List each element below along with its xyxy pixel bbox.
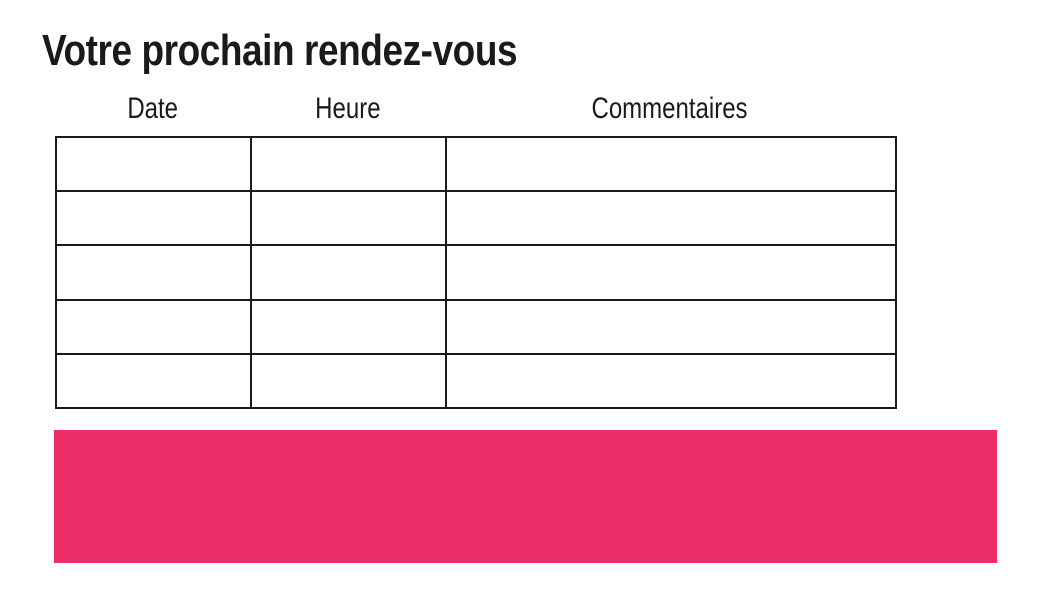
table-cell: [55, 190, 252, 247]
table-cell: [250, 190, 447, 247]
table-cell: [445, 298, 897, 355]
page-title: Votre prochain rendez-vous: [42, 29, 608, 73]
column-header-commentaires: Commentaires: [445, 93, 895, 125]
table-cell: [55, 135, 252, 193]
page-title-text: Votre prochain rendez-vous: [42, 26, 518, 75]
column-header-date-label: Date: [127, 92, 178, 125]
table-row: [55, 298, 897, 355]
table-row: [55, 244, 897, 301]
appointments-table-body: [55, 135, 897, 410]
table-cell: [55, 298, 252, 355]
table-cell: [55, 244, 252, 301]
footer-accent-bar: [54, 430, 997, 563]
table-row: [55, 352, 897, 410]
table-column-headers: Date Heure Commentaires: [55, 93, 895, 125]
column-header-heure: Heure: [250, 93, 445, 125]
table-cell: [55, 352, 252, 410]
table-cell: [250, 298, 447, 355]
column-header-heure-label: Heure: [314, 92, 381, 125]
table-cell: [250, 352, 447, 410]
table-row: [55, 190, 897, 247]
table-cell: [250, 244, 447, 301]
table-cell: [250, 135, 447, 193]
table-cell: [445, 244, 897, 301]
table-row: [55, 135, 897, 193]
table-cell: [445, 352, 897, 410]
appointments-table: [55, 135, 897, 410]
column-header-date: Date: [55, 93, 250, 125]
column-header-commentaires-label: Commentaires: [591, 92, 749, 125]
table-cell: [445, 135, 897, 193]
table-cell: [445, 190, 897, 247]
